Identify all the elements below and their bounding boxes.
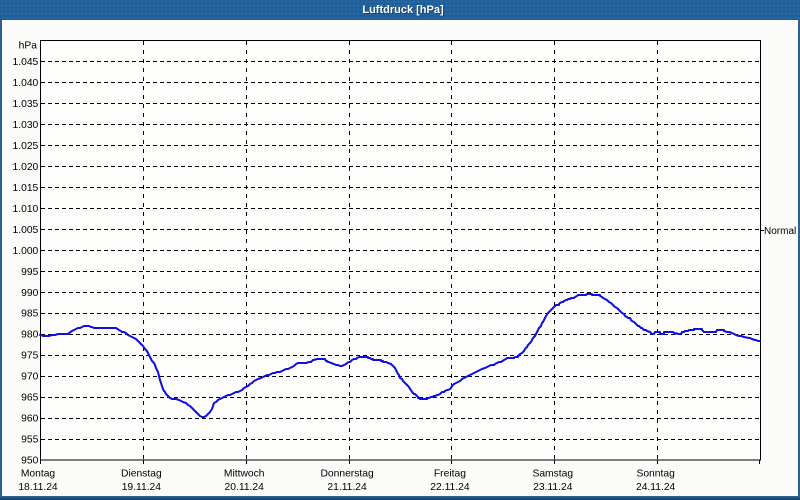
svg-text:1.015: 1.015 [13,183,39,194]
svg-text:Samstag: Samstag [532,469,573,480]
svg-text:950: 950 [21,456,38,467]
svg-text:975: 975 [21,351,38,362]
svg-text:21.11.24: 21.11.24 [327,482,367,493]
svg-text:1.045: 1.045 [13,57,39,68]
svg-text:Donnerstag: Donnerstag [320,469,374,480]
svg-text:Montag: Montag [21,469,56,480]
svg-text:1.025: 1.025 [13,141,39,152]
svg-text:1.035: 1.035 [13,99,39,110]
svg-text:Normal: Normal [764,226,796,237]
svg-text:19.11.24: 19.11.24 [122,482,162,493]
svg-text:995: 995 [21,267,38,278]
svg-text:1.030: 1.030 [13,120,39,131]
svg-text:1.010: 1.010 [13,204,39,215]
svg-text:1.040: 1.040 [13,78,39,89]
svg-text:18.11.24: 18.11.24 [18,482,58,493]
svg-text:970: 970 [21,372,38,383]
svg-text:955: 955 [21,435,38,446]
svg-text:990: 990 [21,288,38,299]
svg-text:1.020: 1.020 [13,162,39,173]
svg-text:23.11.24: 23.11.24 [533,482,573,493]
svg-text:985: 985 [21,309,38,320]
svg-text:24.11.24: 24.11.24 [636,482,676,493]
svg-text:20.11.24: 20.11.24 [225,482,265,493]
svg-text:Mittwoch: Mittwoch [224,469,265,480]
svg-text:22.11.24: 22.11.24 [430,482,470,493]
svg-text:hPa: hPa [19,41,38,52]
svg-text:Freitag: Freitag [434,469,466,480]
svg-text:Dienstag: Dienstag [121,469,162,480]
svg-text:980: 980 [21,330,38,341]
svg-text:Sonntag: Sonntag [636,469,675,480]
svg-text:1.005: 1.005 [13,225,39,236]
svg-text:965: 965 [21,393,38,404]
svg-text:1.000: 1.000 [13,246,39,257]
svg-text:960: 960 [21,414,38,425]
